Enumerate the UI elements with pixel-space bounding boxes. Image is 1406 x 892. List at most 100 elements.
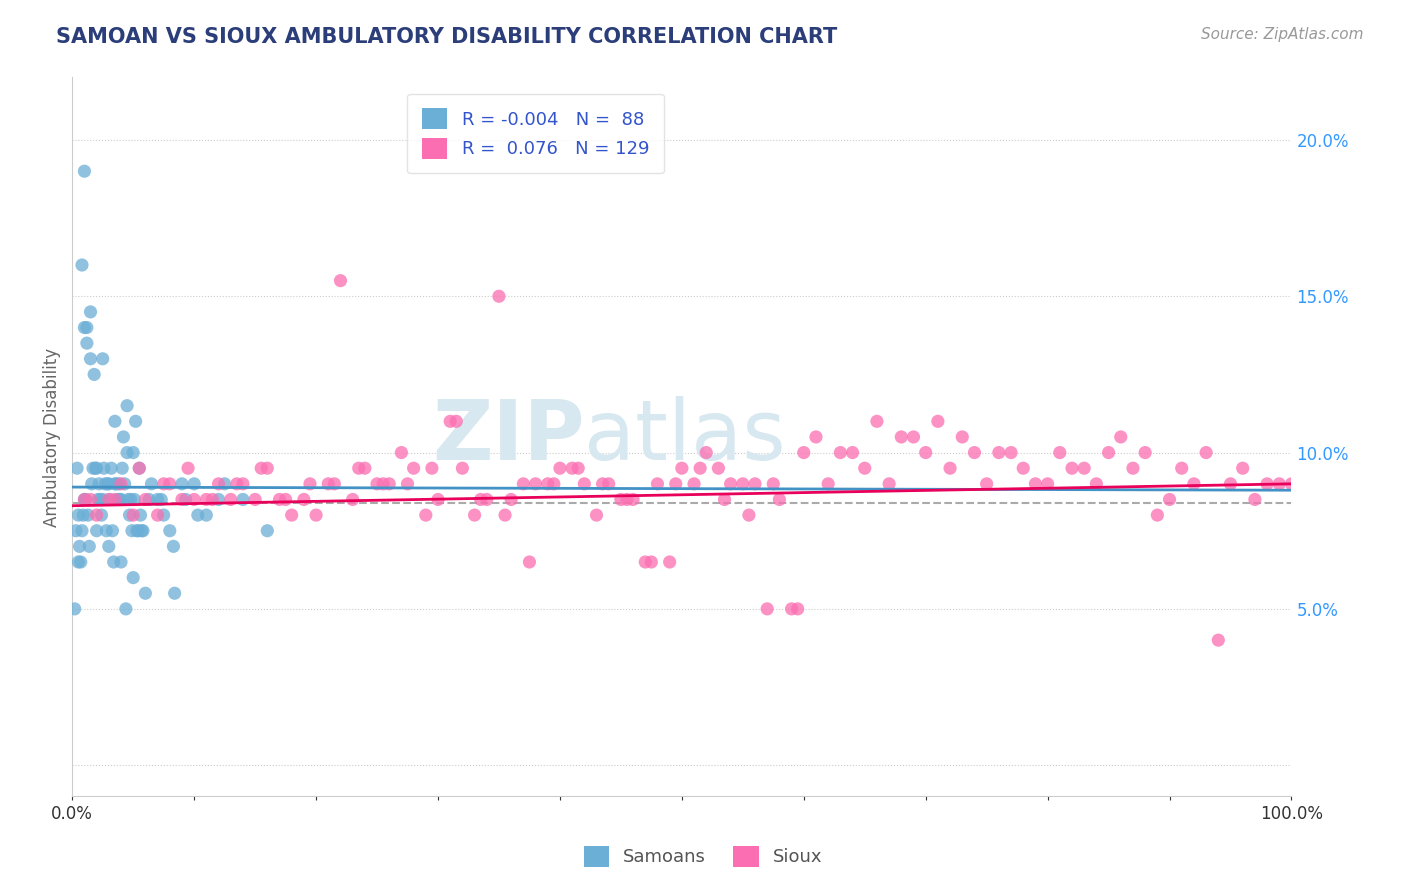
Point: [90, 508, 112, 522]
Point: [420, 461, 443, 475]
Point: [131, 524, 153, 538]
Point: [598, 476, 620, 491]
Point: [73, 320, 96, 334]
Point: [1146, 508, 1168, 522]
Point: [671, 461, 693, 475]
Point: [128, 461, 150, 475]
Point: [86, 508, 108, 522]
Point: [963, 445, 986, 459]
Point: [292, 492, 315, 507]
Point: [152, 476, 174, 491]
Point: [110, 555, 132, 569]
Point: [93, 461, 115, 475]
Point: [707, 461, 730, 475]
Point: [250, 461, 273, 475]
Point: [1232, 461, 1254, 475]
Point: [129, 508, 152, 522]
Point: [183, 492, 205, 507]
Point: [127, 524, 149, 538]
Point: [214, 476, 236, 491]
Point: [378, 476, 401, 491]
Point: [110, 492, 132, 507]
Point: [720, 476, 742, 491]
Point: [159, 524, 181, 538]
Point: [512, 476, 534, 491]
Point: [91, 351, 114, 366]
Point: [256, 524, 278, 538]
Point: [124, 492, 146, 507]
Point: [817, 476, 839, 491]
Point: [97, 476, 120, 491]
Point: [63, 602, 86, 616]
Point: [124, 414, 146, 428]
Point: [640, 555, 662, 569]
Point: [110, 476, 132, 491]
Point: [132, 524, 155, 538]
Point: [950, 430, 973, 444]
Point: [115, 399, 138, 413]
Point: [475, 492, 498, 507]
Point: [987, 445, 1010, 459]
Point: [877, 476, 900, 491]
Point: [107, 476, 129, 491]
Point: [79, 540, 101, 554]
Point: [76, 320, 98, 334]
Point: [1219, 476, 1241, 491]
Point: [1182, 476, 1205, 491]
Point: [793, 445, 815, 459]
Legend: R = -0.004   N =  88, R =  0.076   N = 129: R = -0.004 N = 88, R = 0.076 N = 129: [408, 94, 664, 173]
Point: [1170, 461, 1192, 475]
Point: [73, 164, 96, 178]
Point: [524, 476, 547, 491]
Point: [280, 508, 302, 522]
Point: [141, 476, 163, 491]
Point: [104, 492, 127, 507]
Point: [298, 476, 321, 491]
Point: [366, 476, 388, 491]
Point: [201, 492, 224, 507]
Point: [402, 461, 425, 475]
Point: [73, 492, 96, 507]
Point: [80, 476, 103, 491]
Point: [98, 492, 121, 507]
Point: [1268, 476, 1291, 491]
Point: [768, 492, 790, 507]
Point: [101, 524, 124, 538]
Point: [146, 492, 169, 507]
Point: [665, 476, 688, 491]
Point: [89, 492, 111, 507]
Point: [108, 492, 131, 507]
Point: [1109, 430, 1132, 444]
Point: [219, 492, 242, 507]
Point: [713, 492, 735, 507]
Point: [122, 508, 145, 522]
Point: [927, 414, 949, 428]
Point: [128, 461, 150, 475]
Point: [114, 476, 136, 491]
Point: [121, 524, 143, 538]
Point: [195, 508, 218, 522]
Point: [744, 476, 766, 491]
Point: [152, 508, 174, 522]
Point: [610, 492, 633, 507]
Point: [76, 336, 98, 351]
Point: [830, 445, 852, 459]
Point: [323, 476, 346, 491]
Point: [316, 476, 339, 491]
Point: [79, 351, 101, 366]
Point: [83, 368, 105, 382]
Point: [274, 492, 297, 507]
Point: [1097, 445, 1119, 459]
Point: [100, 461, 122, 475]
Point: [1244, 492, 1267, 507]
Point: [647, 476, 669, 491]
Point: [415, 508, 437, 522]
Point: [103, 555, 125, 569]
Point: [756, 602, 779, 616]
Point: [804, 430, 827, 444]
Point: [79, 305, 101, 319]
Point: [1036, 476, 1059, 491]
Point: [1195, 445, 1218, 459]
Point: [1133, 445, 1156, 459]
Y-axis label: Ambulatory Disability: Ambulatory Disability: [44, 347, 60, 526]
